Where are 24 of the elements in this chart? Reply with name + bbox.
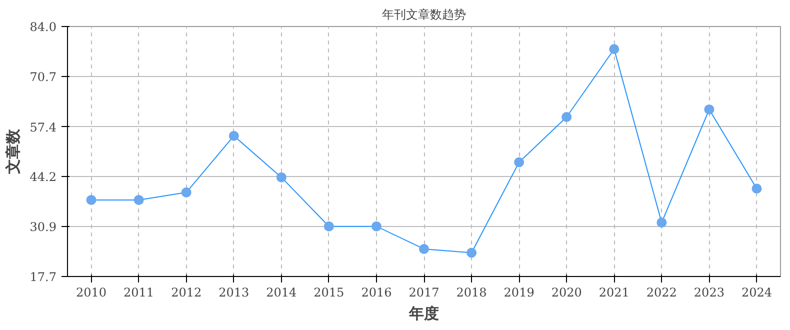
- y-tick-label: 17.7: [30, 270, 56, 284]
- x-tick-label: 2021: [598, 286, 630, 300]
- y-tick-label: 30.9: [30, 220, 56, 234]
- x-tick-label: 2012: [171, 286, 202, 300]
- x-tick-label: 2022: [646, 286, 677, 300]
- x-tick-label: 2023: [694, 286, 724, 300]
- x-tick-label: 2014: [266, 286, 298, 300]
- y-axis-title: 文章数: [4, 128, 22, 175]
- y-tick-label: 57.4: [30, 120, 57, 134]
- x-tick-label: 2013: [218, 286, 250, 300]
- x-tick-label: 2011: [124, 286, 154, 300]
- y-tick-label: 44.2: [30, 170, 56, 184]
- x-tick-label: 2024: [741, 286, 772, 300]
- x-tick-label: 2020: [551, 286, 582, 300]
- y-tick-label: 84.0: [30, 20, 56, 34]
- x-axis-title: 年度: [408, 304, 439, 322]
- x-tick-label: 2015: [314, 286, 344, 300]
- x-tick-label: 2018: [456, 286, 487, 300]
- x-tick-label: 2016: [361, 286, 392, 300]
- x-tick-label: 2019: [504, 286, 534, 300]
- x-tick-label: 2017: [408, 286, 440, 300]
- chart-title: 年刊文章数趋势: [382, 8, 466, 22]
- x-tick-label: 2010: [76, 286, 107, 300]
- y-tick-label: 70.7: [30, 70, 56, 84]
